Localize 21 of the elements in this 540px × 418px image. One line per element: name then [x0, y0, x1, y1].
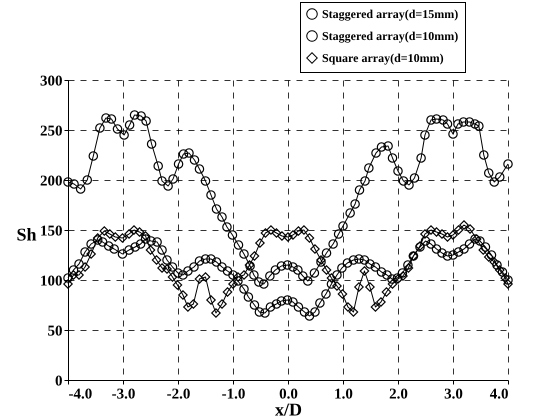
x-tick-label: 4.0 — [490, 386, 508, 402]
legend-label: Square array(d=10mm) — [322, 51, 444, 65]
x-tick-label: -4.0 — [68, 386, 92, 402]
x-tick-label: 0.0 — [279, 386, 298, 402]
legend-label: Staggered array(d=15mm) — [322, 7, 458, 21]
y-tick-label: 50 — [48, 324, 62, 340]
x-tick-label: -2.0 — [166, 386, 190, 402]
y-tick-label: 200 — [40, 174, 62, 190]
y-tick-label: 300 — [40, 74, 62, 90]
x-tick-label: 1.0 — [334, 386, 353, 402]
x-tick-label: -3.0 — [112, 386, 136, 402]
y-tick-label: 250 — [40, 124, 62, 140]
y-tick-label: 100 — [40, 274, 62, 290]
x-tick-label: -1.0 — [222, 386, 246, 402]
legend-label: Staggered array(d=10mm) — [322, 29, 458, 43]
x-tick-label: 2.0 — [389, 386, 408, 402]
x-axis-title: x/D — [275, 400, 302, 418]
y-tick-label: 150 — [40, 224, 62, 240]
y-tick-label: 0 — [55, 374, 62, 390]
y-axis-title: Sh — [16, 224, 36, 244]
x-tick-label: 3.0 — [444, 386, 463, 402]
